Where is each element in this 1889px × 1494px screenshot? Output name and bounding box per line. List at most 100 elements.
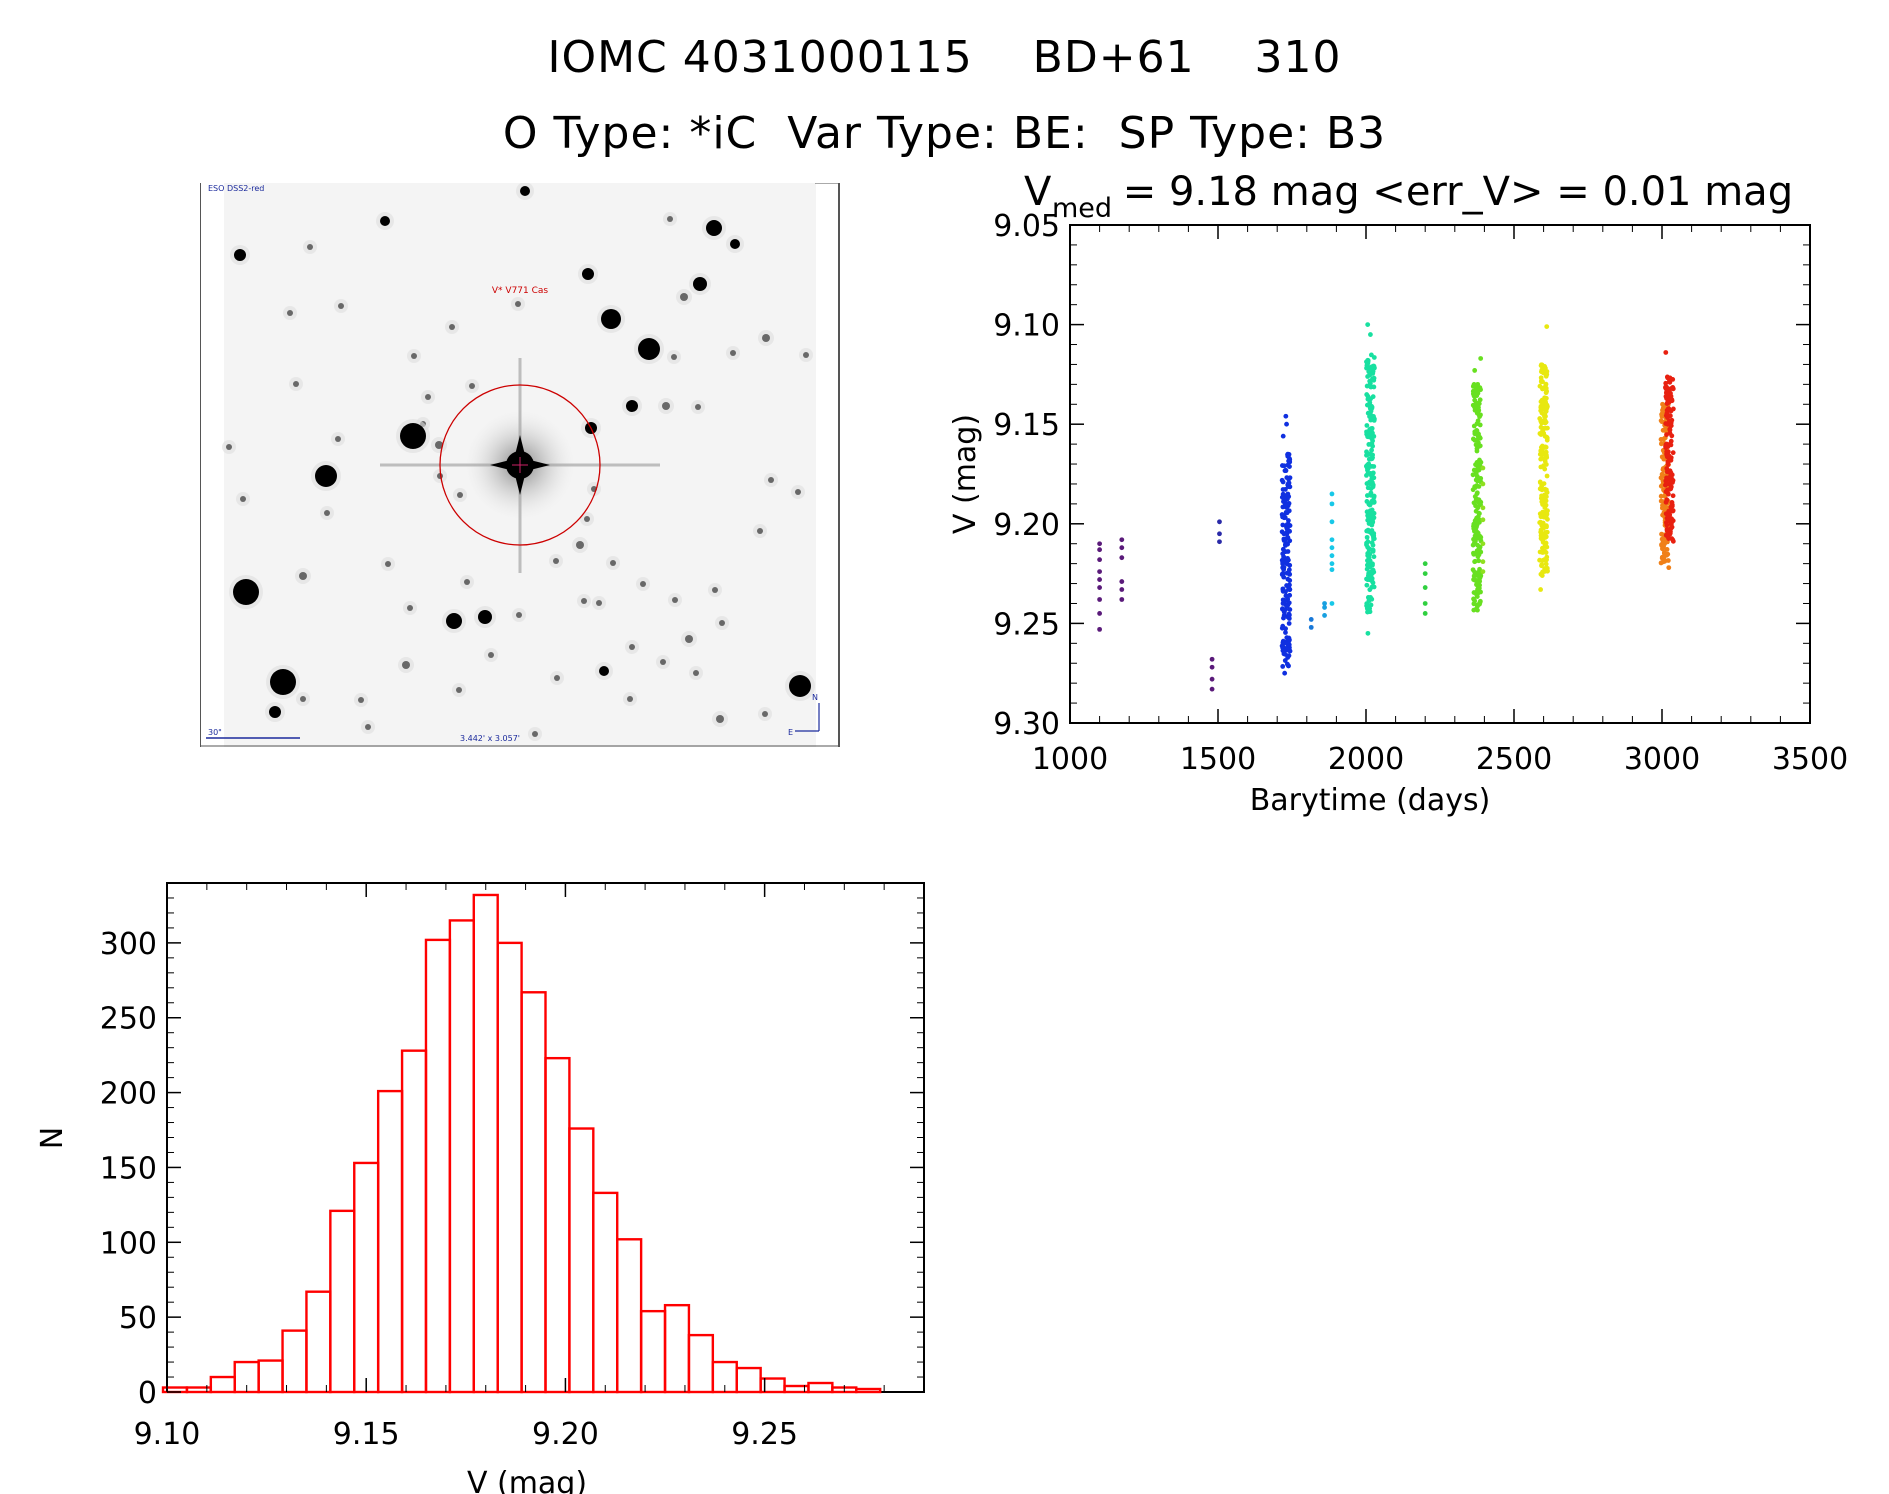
lc-point: [1660, 538, 1666, 544]
lc-point: [1474, 515, 1480, 521]
lc-point: [1471, 551, 1477, 557]
lc-point: [1661, 554, 1667, 560]
lc-point: [1281, 598, 1287, 604]
lc-point: [1474, 588, 1480, 594]
lc-point: [1662, 483, 1668, 488]
lc-point: [1370, 519, 1376, 525]
lc-point: [1285, 462, 1291, 468]
lc-point: [1280, 606, 1285, 612]
lc-point: [1664, 466, 1670, 471]
lc-point: [1668, 486, 1674, 492]
hist-bar: [496, 941, 523, 1394]
lc-point: [1541, 481, 1547, 486]
lc-point: [1368, 396, 1374, 402]
lc-point: [1473, 497, 1479, 502]
lc-point: [1282, 486, 1288, 492]
lc-point: [1281, 492, 1286, 498]
lc-point: [1368, 417, 1374, 423]
lc-point: [1365, 513, 1371, 519]
lc-title-sub: med: [1052, 193, 1112, 224]
lc-point: [1422, 561, 1428, 567]
lc-point: [1665, 454, 1671, 460]
lc-point: [1475, 390, 1481, 396]
lc-point: [1365, 363, 1370, 369]
lc-point: [1287, 607, 1293, 612]
lc-point: [1285, 526, 1290, 532]
lc-point: [1369, 571, 1375, 576]
lc-point: [1473, 526, 1478, 532]
lc-point: [1663, 445, 1669, 450]
lc-point: [1665, 558, 1671, 563]
lc-point: [1665, 511, 1671, 516]
lc-point: [1369, 518, 1375, 524]
lc-point: [1664, 521, 1670, 527]
lc-point: [1284, 661, 1290, 667]
lc-point: [1369, 425, 1375, 431]
lc-point: [1473, 470, 1479, 476]
lc-point: [1370, 562, 1375, 568]
lc-point: [1543, 390, 1549, 396]
lc-point: [1539, 451, 1545, 456]
lc-point: [1369, 427, 1374, 433]
lc-point: [1367, 563, 1373, 569]
lc-point: [1665, 375, 1671, 381]
lc-point: [1283, 531, 1289, 536]
lc-point: [1665, 505, 1671, 511]
lc-point: [1667, 427, 1673, 433]
lc-point: [1371, 533, 1377, 539]
lc-point: [1281, 499, 1286, 504]
lc-point: [1543, 513, 1549, 519]
lc-point: [1285, 481, 1291, 486]
lc-point: [1471, 573, 1477, 579]
lc-point: [1473, 391, 1479, 397]
lc-point: [1329, 501, 1335, 507]
lc-point: [1368, 569, 1373, 575]
lc-point: [1664, 522, 1670, 528]
lc-point: [1669, 475, 1674, 481]
lc-point: [1543, 444, 1549, 450]
lc-point: [1476, 511, 1482, 516]
lc-point: [1283, 589, 1288, 595]
lc-point: [1365, 553, 1371, 558]
lc-point: [1539, 456, 1545, 461]
lc-point: [1544, 508, 1550, 514]
lc-point: [1472, 528, 1477, 534]
lc-point: [1540, 411, 1546, 417]
lc-point: [1365, 562, 1370, 568]
lc-point: [1540, 557, 1546, 563]
lc-point: [1283, 509, 1289, 515]
lc-point: [1542, 557, 1547, 563]
lc-point: [1280, 571, 1286, 576]
lc-point: [1668, 398, 1674, 404]
lc-point: [1364, 540, 1369, 546]
lc-point: [1285, 644, 1291, 650]
lc-point: [1475, 433, 1481, 439]
lc-point: [1097, 626, 1102, 632]
lc-point: [1666, 397, 1672, 403]
lc-point: [1366, 555, 1372, 561]
lc-point: [1370, 542, 1376, 548]
lc-point: [1537, 416, 1543, 421]
lc-point: [1664, 462, 1670, 468]
lc-point: [1539, 403, 1545, 409]
lc-point: [1667, 430, 1673, 436]
lc-point: [1540, 502, 1545, 507]
lc-point: [1537, 511, 1543, 517]
lc-point: [1660, 546, 1665, 552]
lc-point: [1366, 434, 1372, 440]
lc-point: [1537, 549, 1543, 555]
lc-point: [1475, 581, 1481, 587]
lc-point: [1285, 602, 1291, 608]
lc-point: [1663, 426, 1669, 432]
lc-point: [1365, 360, 1371, 366]
lc-point: [1367, 564, 1373, 570]
lc-point: [1369, 441, 1375, 447]
lc-point: [1368, 403, 1373, 409]
hist-bar: [616, 1238, 643, 1394]
lc-point: [1474, 522, 1480, 528]
lc-point: [1667, 379, 1673, 385]
lc-point: [1544, 567, 1550, 573]
lc-point: [1369, 498, 1375, 504]
lc-point: [1480, 505, 1486, 511]
lc-point: [1364, 542, 1369, 548]
